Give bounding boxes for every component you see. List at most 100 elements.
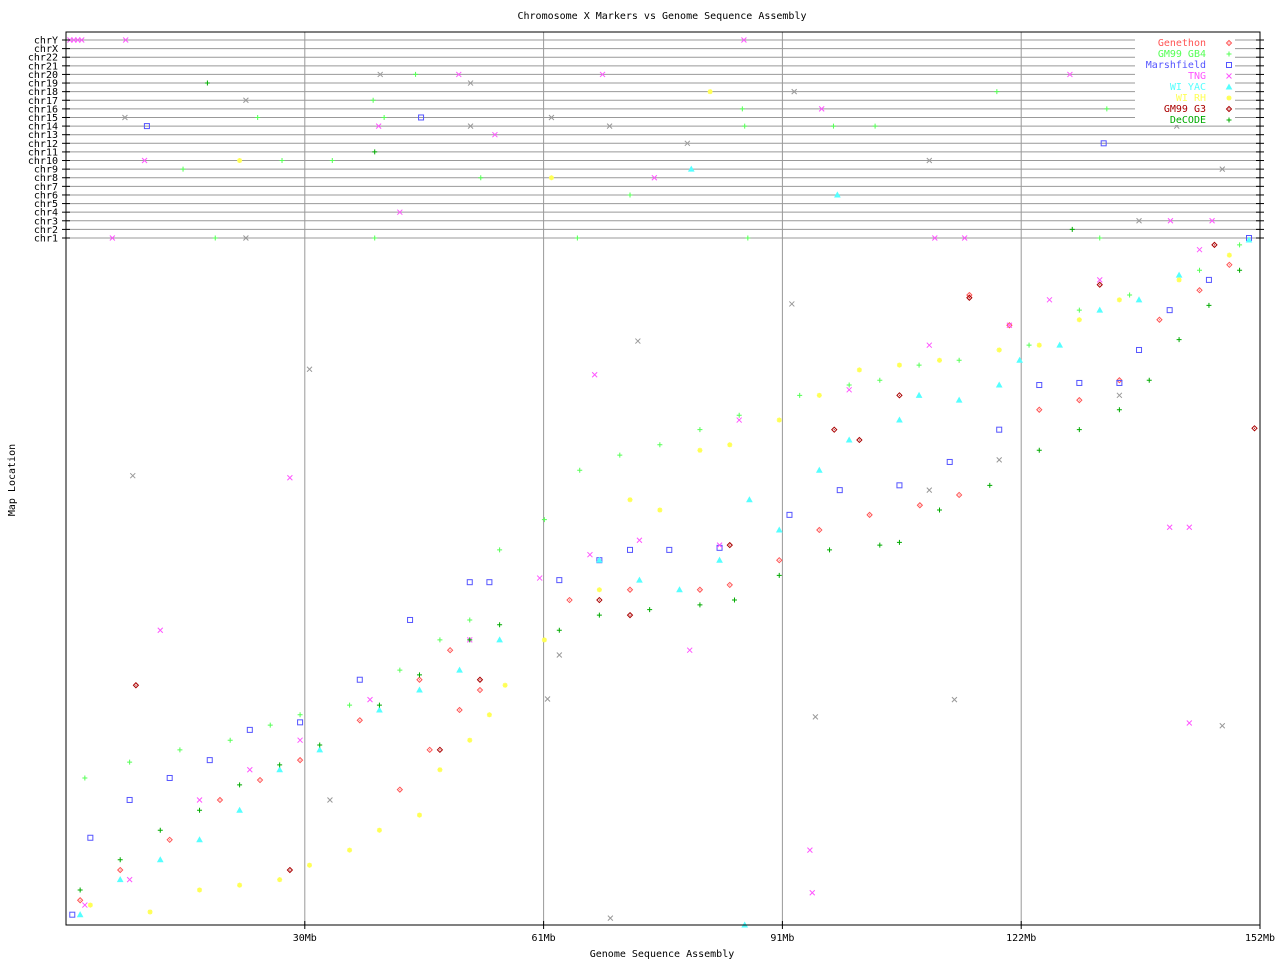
chromosome-hit-point <box>1167 217 1174 224</box>
chromosome-hit-point <box>684 140 691 147</box>
data-point <box>716 542 723 548</box>
chromosome-label: chr2 <box>34 225 58 236</box>
data-point <box>456 666 463 673</box>
data-point <box>1026 342 1032 348</box>
data-point <box>846 386 853 393</box>
data-point <box>206 757 213 764</box>
chromosome-hit-point <box>255 114 261 120</box>
data-point <box>177 747 183 753</box>
data-point <box>995 381 1003 388</box>
data-point <box>1076 307 1082 313</box>
data-point <box>467 617 473 623</box>
data-point <box>376 827 382 833</box>
data-point <box>916 502 924 509</box>
data-point <box>1036 406 1043 413</box>
data-point <box>635 338 641 344</box>
data-point <box>1136 346 1143 353</box>
chromosome-hit-point <box>467 123 474 129</box>
x-tick-label: 61Mb <box>532 933 556 944</box>
data-point <box>856 436 863 444</box>
data-point <box>716 556 723 563</box>
chromosome-hit-point <box>687 165 695 172</box>
data-point <box>955 491 963 499</box>
data-point <box>476 676 484 683</box>
chromosome-hit-point <box>204 80 210 86</box>
data-point <box>197 887 203 893</box>
chromosome-label: chr10 <box>28 156 58 167</box>
data-point <box>845 436 853 443</box>
data-point <box>356 676 363 683</box>
chromosome-hit-point <box>122 37 129 43</box>
chromosome-hit-point <box>599 71 606 78</box>
data-point <box>657 507 663 513</box>
chromosome-hit-point <box>574 235 580 241</box>
data-point <box>816 526 823 534</box>
data-point <box>317 742 323 748</box>
x-tick-label: 91Mb <box>770 933 794 944</box>
data-point <box>467 737 473 743</box>
data-point <box>1046 296 1053 303</box>
data-point <box>446 646 454 654</box>
data-point <box>896 416 903 423</box>
data-point <box>676 586 683 593</box>
chromosome-label: chr19 <box>28 79 58 90</box>
data-point <box>1226 261 1233 269</box>
legend-bg <box>1135 48 1235 59</box>
data-point <box>116 866 124 874</box>
chromosome-hit-point <box>994 89 1000 95</box>
chromosome-hit-point <box>926 157 933 164</box>
legend-marker <box>1225 105 1233 113</box>
data-point <box>1146 377 1152 383</box>
data-point <box>486 579 493 586</box>
data-point <box>1175 271 1183 278</box>
data-point <box>1036 342 1042 348</box>
data-point <box>437 637 443 643</box>
chromosome-hit-point <box>1136 217 1142 224</box>
data-point <box>287 474 293 481</box>
data-point <box>436 746 444 754</box>
chromosome-label: chr4 <box>34 208 58 219</box>
data-point <box>1076 427 1082 433</box>
x-tick-label: 122Mb <box>1006 933 1036 944</box>
data-point <box>467 637 473 643</box>
data-point <box>306 366 313 373</box>
legend-bg <box>1135 37 1235 48</box>
data-point <box>277 877 283 883</box>
data-point <box>786 511 793 518</box>
data-point <box>1186 524 1193 531</box>
data-point <box>502 682 508 688</box>
data-point <box>926 487 933 493</box>
data-point <box>307 862 313 868</box>
data-point <box>877 377 883 383</box>
chromosome-label: chr15 <box>28 113 58 124</box>
chromosome-label: chr22 <box>28 53 58 64</box>
data-point <box>776 417 782 423</box>
chromosome-hit-point <box>1097 235 1103 241</box>
data-point <box>347 847 353 853</box>
data-point <box>197 807 203 813</box>
data-point <box>996 457 1003 463</box>
data-point <box>987 482 993 488</box>
data-point <box>1127 292 1133 298</box>
data-point <box>196 836 203 843</box>
data-point <box>376 702 382 708</box>
data-point <box>416 672 422 678</box>
data-point <box>866 511 873 519</box>
data-point <box>1176 277 1182 283</box>
data-point <box>297 712 303 718</box>
data-point <box>1116 407 1122 413</box>
data-point <box>775 526 783 533</box>
data-point <box>267 722 273 728</box>
data-point <box>556 627 562 633</box>
data-point <box>846 382 852 388</box>
data-point <box>166 836 173 844</box>
data-point <box>396 786 404 793</box>
chromosome-hit-point <box>627 192 633 198</box>
chromosome-label: chr20 <box>28 70 58 81</box>
data-point <box>1036 382 1043 389</box>
data-point <box>286 866 294 874</box>
chromosome-hit-point <box>143 123 150 130</box>
data-point <box>776 556 783 564</box>
data-point <box>896 539 902 545</box>
axes: chrYchrXchr22chr21chr20chr19chr18chr17ch… <box>28 36 1275 945</box>
